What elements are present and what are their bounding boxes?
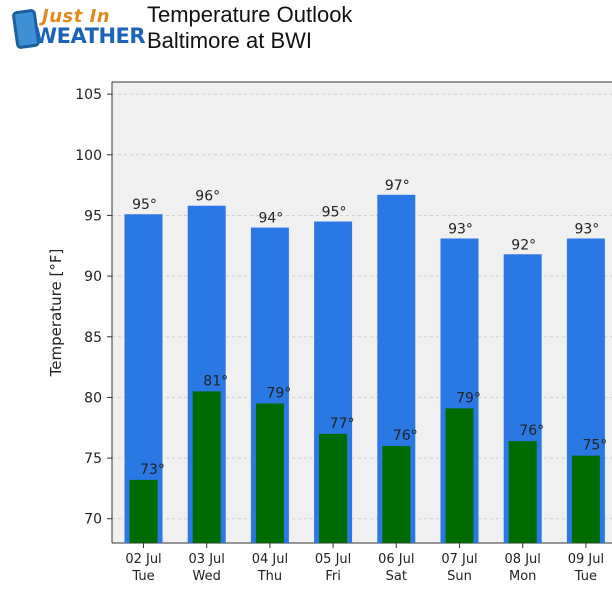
low-data-label: 73° <box>140 462 165 478</box>
page-title: Temperature Outlook Baltimore at BWI <box>147 2 352 54</box>
x-tick-date: 05 Jul <box>315 552 351 567</box>
low-data-label: 79° <box>266 385 291 401</box>
low-data-label: 76° <box>519 423 544 439</box>
y-tick-label: 90 <box>84 269 102 285</box>
logo-line2: WEATHER <box>34 24 146 48</box>
low-data-label: 77° <box>330 416 355 432</box>
low-bar <box>129 479 158 543</box>
high-data-label: 93° <box>574 221 599 237</box>
x-tick-day: Tue <box>131 569 154 584</box>
x-tick-day: Wed <box>193 569 221 584</box>
x-tick-day: Sun <box>447 569 472 584</box>
y-tick-label: 70 <box>84 512 102 528</box>
y-tick-label: 105 <box>75 87 102 103</box>
x-tick-day: Thu <box>257 569 282 584</box>
x-tick-date: 08 Jul <box>505 552 541 567</box>
low-bar <box>255 403 284 543</box>
low-data-label: 75° <box>582 438 607 454</box>
high-data-label: 94° <box>258 211 283 227</box>
x-tick-date: 03 Jul <box>189 552 225 567</box>
low-data-label: 81° <box>203 373 228 389</box>
high-data-label: 95° <box>322 205 347 221</box>
y-axis-title: Temperature [°F] <box>47 249 65 378</box>
brand-logo: Just In WEATHER <box>11 6 146 52</box>
x-tick-day: Tue <box>574 569 597 584</box>
x-tick-date: 02 Jul <box>125 552 161 567</box>
x-tick-date: 04 Jul <box>252 552 288 567</box>
x-tick-date: 06 Jul <box>378 552 414 567</box>
logo-line1: Just In <box>42 6 111 27</box>
low-bar <box>571 455 600 543</box>
x-tick-day: Sat <box>386 569 407 584</box>
low-data-label: 79° <box>456 390 481 406</box>
low-bar <box>192 391 221 543</box>
high-data-label: 95° <box>132 197 157 213</box>
y-tick-label: 85 <box>84 330 102 346</box>
y-tick-label: 100 <box>75 148 102 164</box>
high-data-label: 96° <box>195 189 220 205</box>
low-data-label: 76° <box>393 428 418 444</box>
title-line1: Temperature Outlook <box>147 2 353 27</box>
y-tick-label: 75 <box>84 451 102 467</box>
high-data-label: 97° <box>385 178 410 194</box>
low-bar <box>508 441 537 543</box>
low-bar <box>319 433 348 543</box>
title-line2: Baltimore at BWI <box>147 28 313 53</box>
high-data-label: 93° <box>448 221 473 237</box>
low-bar <box>445 408 474 543</box>
low-bar <box>382 445 411 543</box>
x-tick-date: 07 Jul <box>441 552 477 567</box>
high-data-label: 92° <box>511 237 536 253</box>
x-tick-date: 09 Jul <box>568 552 604 567</box>
x-tick-day: Fri <box>325 569 341 584</box>
x-tick-day: Mon <box>509 569 536 584</box>
y-tick-label: 95 <box>84 208 102 224</box>
y-tick-label: 80 <box>84 390 102 406</box>
